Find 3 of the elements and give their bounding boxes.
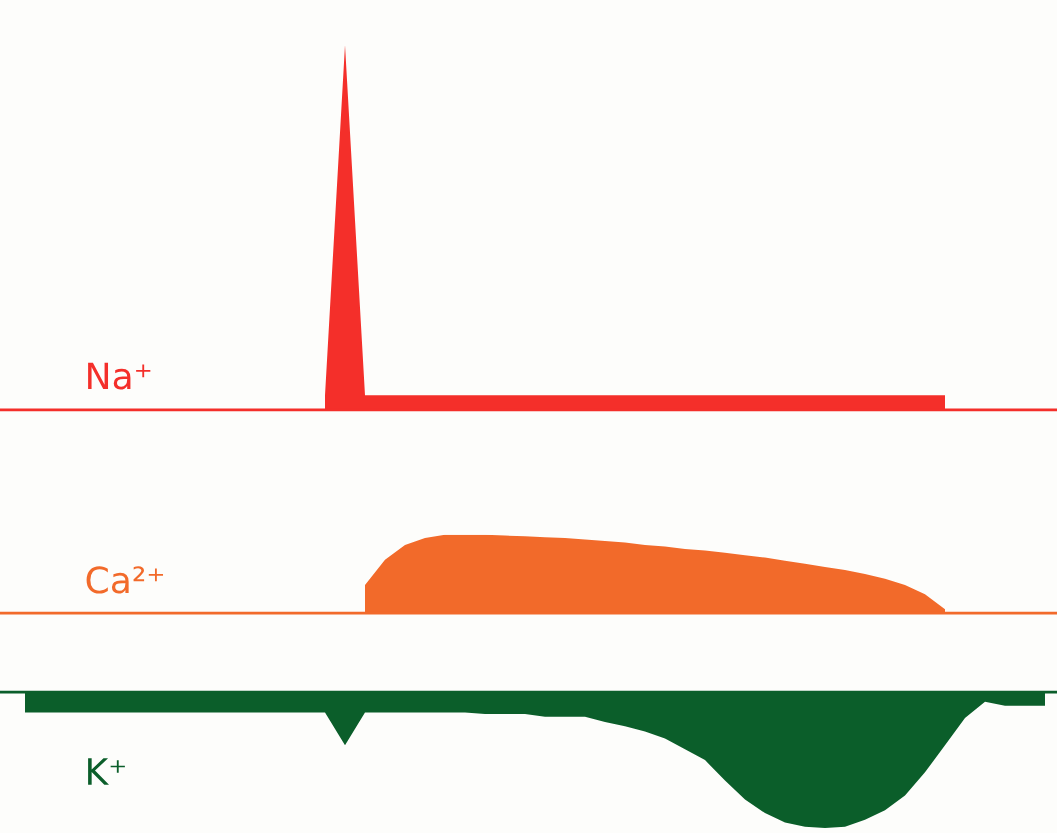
text: Na⁺ xyxy=(88,362,151,390)
series-label: K⁺ xyxy=(88,758,125,785)
text: Ca²⁺ xyxy=(86,566,164,594)
